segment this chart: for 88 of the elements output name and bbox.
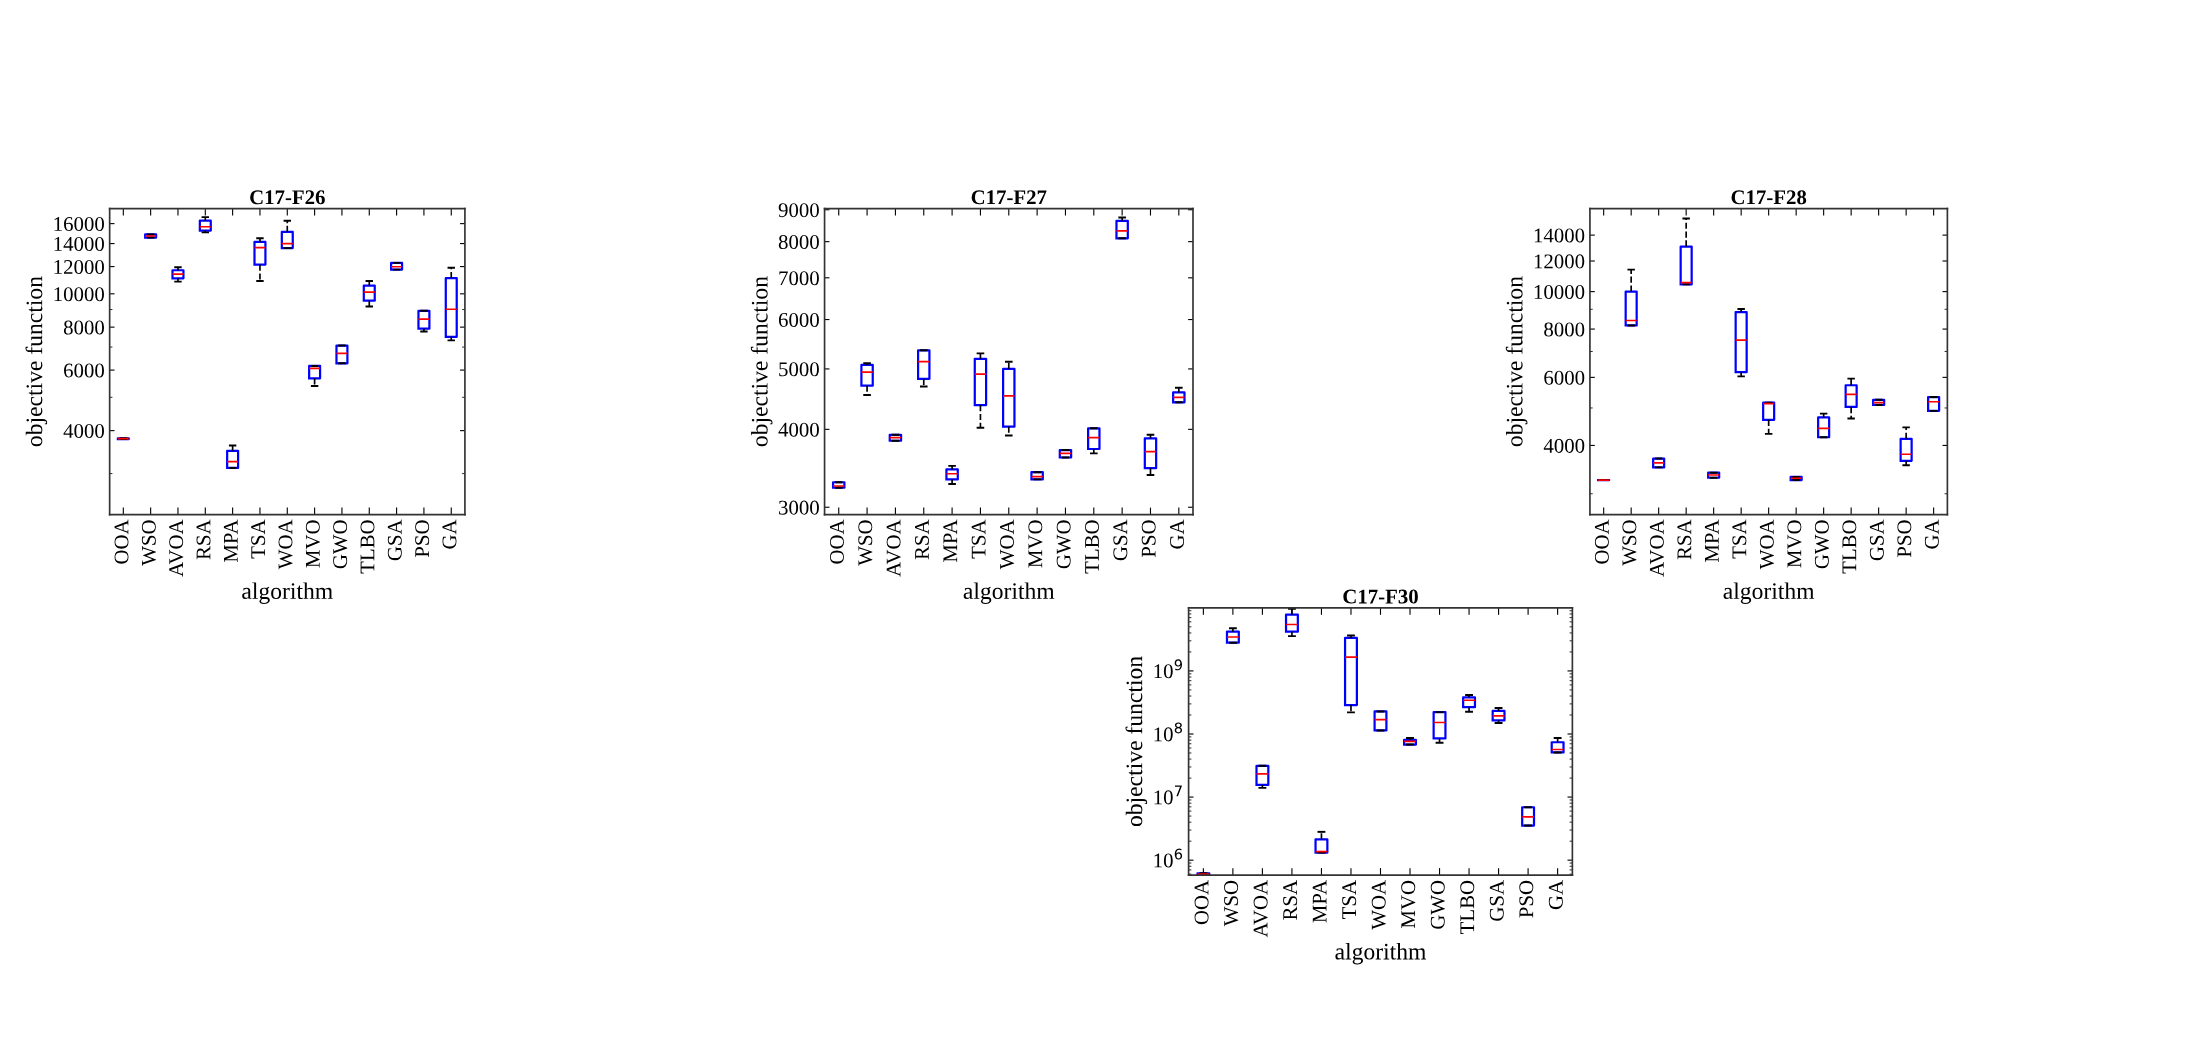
x-tick-label: GWO [333,520,348,569]
x-tick-label: GSA [387,519,402,561]
x-tick-label: OOA [829,519,844,564]
y-tick-label: 6000 [1544,370,1585,385]
y-tick-label: 3000 [779,500,819,515]
y-tick-label: 14000 [54,236,104,251]
x-tick-label: RSA [1283,880,1298,920]
x-tick-label: WSO [1224,880,1239,927]
y-tick-label: 4000 [63,424,104,439]
x-tick-label: WOA [1759,519,1774,570]
x-tick-label: WOA [278,519,293,570]
x-tick-label: MPA [1704,519,1719,563]
x-tick-label: GSA [1489,880,1504,921]
x-tick-label: PSO [1897,520,1912,558]
x-tick-label: AVOA [1649,519,1664,577]
chart-title: C17-F30 [1343,589,1418,604]
x-tick-label: OOA [114,519,129,564]
chart-title: C17-F26 [250,190,325,205]
y-tick-label: 6000 [778,312,819,327]
y-tick-label: 12000 [1534,254,1585,269]
y-tick-label: 14000 [1534,228,1585,243]
x-tick-label: RSA [196,519,211,560]
y-tick-label: 10$^{7}$ [1154,785,1182,805]
x-tick-label: MVO [305,520,320,568]
x-tick-label: PSO [1141,520,1156,558]
y-tick-label: 10$^{9}$ [1154,659,1182,679]
x-tick-label: AVOA [169,519,184,577]
x-tick-label: WOA [1371,880,1386,930]
y-tick-label: 4000 [778,422,819,437]
x-tick-label: PSO [415,520,430,558]
x-tick-label: GWO [1814,520,1829,569]
y-axis-title: objective function [1125,656,1148,827]
y-axis-title: objective function [750,276,773,447]
x-tick-label: GA [1548,880,1563,910]
x-tick-label: RSA [1677,519,1692,560]
y-tick-label: 7000 [779,271,819,286]
x-tick-label: TLBO [1842,520,1857,574]
x-axis-title: algorithm [963,582,1055,604]
y-tick-label: 4000 [1543,438,1585,453]
x-tick-label: OOA [1594,519,1609,564]
x-tick-label: MVO [1028,520,1043,568]
x-tick-label: GA [1924,519,1939,549]
x-tick-label: TLBO [1085,520,1100,574]
x-tick-label: TSA [971,519,986,559]
y-axis-title: objective function [25,276,48,447]
y-tick-label: 8000 [778,235,819,250]
x-tick-label: AVOA [886,519,901,577]
x-axis-title: algorithm [1723,582,1815,604]
x-tick-label: PSO [1519,880,1534,918]
x-tick-label: MPA [1312,880,1327,923]
y-axis-title: objective function [1505,276,1528,447]
x-tick-label: MVO [1401,880,1416,928]
x-tick-label: GA [1170,519,1185,549]
x-tick-label: GWO [1430,880,1445,929]
x-tick-label: TLBO [1460,880,1475,934]
x-tick-label: GSA [1113,519,1128,561]
y-tick-label: 10000 [1534,284,1585,300]
x-axis-title: algorithm [1335,943,1427,965]
chart-title: C17-F27 [971,190,1047,205]
x-tick-label: MPA [943,519,958,563]
x-tick-label: TSA [1732,519,1747,559]
x-tick-label: RSA [914,519,929,560]
x-tick-label: WSO [858,520,873,566]
x-tick-label: TSA [1342,880,1357,919]
x-tick-label: AVOA [1253,880,1268,938]
y-tick-label: 10$^{8}$ [1154,722,1183,742]
y-tick-label: 16000 [54,217,104,232]
y-tick-label: 9000 [778,203,819,218]
x-tick-label: WOA [999,519,1015,570]
x-tick-label: GA [442,519,457,549]
y-tick-label: 8000 [1544,322,1585,337]
x-tick-label: OOA [1194,880,1209,925]
y-tick-label: 12000 [54,259,104,275]
x-tick-label: WSO [141,520,156,566]
x-tick-label: MPA [223,519,238,563]
x-tick-label: TSA [251,519,266,559]
x-tick-label: TLBO [360,520,375,574]
y-tick-label: 10000 [54,287,104,302]
y-tick-label: 5000 [779,362,819,377]
x-tick-label: GWO [1056,520,1071,569]
x-tick-label: GSA [1869,519,1884,561]
y-tick-label: 6000 [64,363,104,378]
y-tick-label: 8000 [63,320,104,335]
chart-title: C17-F28 [1731,190,1807,205]
x-tick-label: WSO [1622,520,1637,566]
x-tick-label: MVO [1787,520,1802,568]
x-axis-title: algorithm [242,582,333,604]
y-tick-label: 10$^{6}$ [1154,848,1183,868]
